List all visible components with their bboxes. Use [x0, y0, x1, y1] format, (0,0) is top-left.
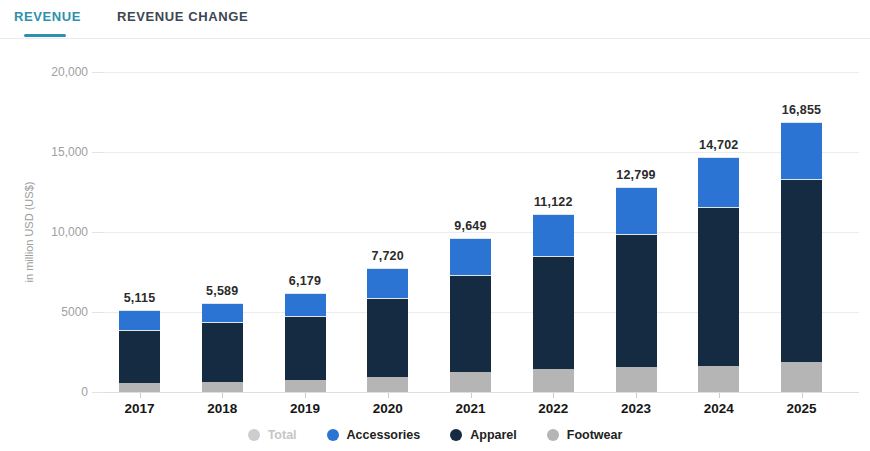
bar-2018-footwear[interactable]	[202, 382, 243, 392]
revenue-chart-page: REVENUE REVENUE CHANGE 0 5000 10,000 15,000…	[0, 0, 870, 451]
stacked-bar-chart: 0 5000 10,000 15,000 20,000 in million USD (U…	[0, 39, 870, 451]
bar-2018-apparel[interactable]	[202, 322, 243, 381]
bar-2022-apparel[interactable]	[533, 256, 574, 369]
legend-dot-accessories	[327, 429, 339, 441]
legend-label-total: Total	[268, 428, 297, 442]
legend-label-accessories: Accessories	[347, 428, 421, 442]
bar-2017-footwear[interactable]	[119, 383, 160, 392]
y-tick-20000	[92, 72, 104, 73]
x-axis-label-2019: 2019	[270, 401, 340, 416]
x-axis-label-2018: 2018	[187, 401, 257, 416]
x-tick-2023	[636, 393, 637, 398]
legend-item-total[interactable]: Total	[248, 428, 297, 442]
bar-2018-accessories[interactable]	[202, 303, 243, 323]
total-label-2022: 11,122	[508, 195, 598, 209]
total-label-2020: 7,720	[343, 249, 433, 263]
x-tick-2024	[719, 393, 720, 398]
bar-2021-accessories[interactable]	[450, 238, 491, 275]
bar-2022-footwear[interactable]	[533, 369, 574, 392]
legend-item-apparel[interactable]: Apparel	[450, 428, 517, 442]
y-tick-0	[92, 392, 104, 393]
total-label-2018: 5,589	[177, 284, 267, 298]
bar-2024-apparel[interactable]	[698, 207, 739, 365]
y-axis-title: in million USD (US$)	[23, 182, 35, 283]
y-axis-label-10000: 10,000	[38, 225, 88, 239]
legend-dot-footwear	[547, 429, 559, 441]
bar-2023-apparel[interactable]	[616, 234, 657, 367]
x-axis-label-2021: 2021	[436, 401, 506, 416]
bar-2025-accessories[interactable]	[781, 122, 822, 179]
bar-2023-accessories[interactable]	[616, 187, 657, 234]
y-tick-5000	[92, 312, 104, 313]
tabbar: REVENUE REVENUE CHANGE	[0, 0, 870, 39]
x-tick-2018	[222, 393, 223, 398]
x-tick-2021	[471, 393, 472, 398]
gridline-15000	[93, 152, 859, 153]
x-tick-2019	[305, 393, 306, 398]
legend-item-accessories[interactable]: Accessories	[327, 428, 421, 442]
gridline-20000	[93, 72, 859, 73]
bar-2025-apparel[interactable]	[781, 179, 822, 362]
x-tick-2017	[140, 393, 141, 398]
legend-item-footwear[interactable]: Footwear	[547, 428, 623, 442]
bar-2025-footwear[interactable]	[781, 362, 822, 392]
chart-legend: Total Accessories Apparel Footwear	[0, 424, 870, 446]
bar-2017-accessories[interactable]	[119, 310, 160, 330]
x-tick-2025	[802, 393, 803, 398]
total-label-2024: 14,702	[674, 138, 764, 152]
x-axis-label-2020: 2020	[353, 401, 423, 416]
x-tick-2020	[388, 393, 389, 398]
bar-2020-apparel[interactable]	[367, 298, 408, 377]
legend-label-footwear: Footwear	[567, 428, 623, 442]
y-axis-label-20000: 20,000	[38, 65, 88, 79]
legend-dot-apparel	[450, 429, 462, 441]
bar-2019-accessories[interactable]	[285, 293, 326, 316]
bar-2022-accessories[interactable]	[533, 214, 574, 256]
bar-2020-accessories[interactable]	[367, 268, 408, 298]
y-tick-15000	[92, 152, 104, 153]
x-axis-label-2017: 2017	[105, 401, 175, 416]
total-label-2021: 9,649	[426, 219, 516, 233]
bar-2020-footwear[interactable]	[367, 377, 408, 392]
x-axis-label-2025: 2025	[767, 401, 837, 416]
tab-revenue[interactable]: REVENUE	[14, 9, 81, 24]
bar-2019-apparel[interactable]	[285, 316, 326, 381]
bar-2024-accessories[interactable]	[698, 157, 739, 208]
y-axis-label-15000: 15,000	[38, 145, 88, 159]
x-axis-label-2024: 2024	[684, 401, 754, 416]
y-axis-label-0: 0	[38, 385, 88, 399]
total-label-2025: 16,855	[757, 103, 847, 117]
bar-2024-footwear[interactable]	[698, 366, 739, 392]
y-tick-10000	[92, 232, 104, 233]
active-tab-underline	[24, 34, 66, 37]
bar-2021-footwear[interactable]	[450, 372, 491, 392]
x-axis-label-2023: 2023	[601, 401, 671, 416]
x-tick-2022	[553, 393, 554, 398]
total-label-2023: 12,799	[591, 168, 681, 182]
total-label-2017: 5,115	[95, 291, 185, 305]
x-axis-label-2022: 2022	[518, 401, 588, 416]
total-label-2019: 6,179	[260, 274, 350, 288]
y-axis-label-5000: 5000	[38, 305, 88, 319]
bar-2019-footwear[interactable]	[285, 380, 326, 392]
legend-dot-total	[248, 429, 260, 441]
legend-label-apparel: Apparel	[470, 428, 517, 442]
bar-2017-apparel[interactable]	[119, 330, 160, 383]
bar-2021-apparel[interactable]	[450, 275, 491, 372]
gridline-0	[93, 392, 859, 393]
tab-revenue-change[interactable]: REVENUE CHANGE	[117, 9, 248, 24]
bar-2023-footwear[interactable]	[616, 367, 657, 392]
